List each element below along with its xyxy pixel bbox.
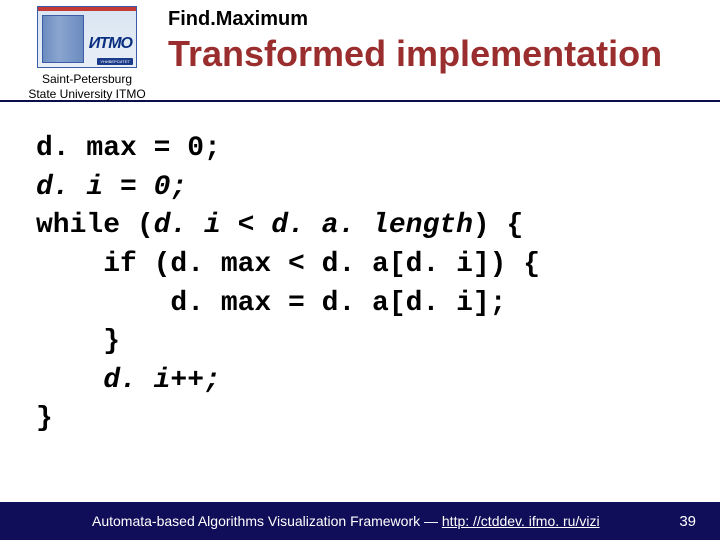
page-number: 39 <box>679 513 704 530</box>
section-label: Find.Maximum <box>168 8 720 31</box>
logo-caption-line1: Saint-Petersburg <box>28 72 145 87</box>
code-line-2: d. i = 0; <box>36 172 187 203</box>
code-line-8: } <box>36 403 53 434</box>
slide-footer: Automata-based Algorithms Visualization … <box>0 502 720 540</box>
code-line-5: d. max = d. a[d. i]; <box>36 288 506 319</box>
code-line-1: d. max = 0; <box>36 133 221 164</box>
code-line-3a: while ( <box>36 210 154 241</box>
itmo-logo: ИТМО УНИВЕРСИТЕТ <box>37 6 137 68</box>
code-line-4: if (d. max < d. a[d. i]) { <box>36 249 540 280</box>
logo-caption: Saint-Petersburg State University ITMO <box>28 72 145 102</box>
title-block: Find.Maximum Transformed implementation <box>166 6 720 73</box>
code-line-6: } <box>36 326 120 357</box>
logo-text-sub: УНИВЕРСИТЕТ <box>97 58 133 65</box>
footer-text: Automata-based Algorithms Visualization … <box>92 513 679 529</box>
page-title: Transformed implementation <box>168 35 720 73</box>
logo-text-main: ИТМО <box>89 35 132 53</box>
code-line-3c: ) { <box>473 210 523 241</box>
slide-header: ИТМО УНИВЕРСИТЕТ Saint-Petersburg State … <box>0 0 720 102</box>
code-block: d. max = 0; d. i = 0; while (d. i < d. a… <box>36 130 696 439</box>
footer-prefix: Automata-based Algorithms Visualization … <box>92 513 442 529</box>
slide-body: d. max = 0; d. i = 0; while (d. i < d. a… <box>0 102 720 439</box>
logo-section: ИТМО УНИВЕРСИТЕТ Saint-Petersburg State … <box>8 6 166 102</box>
code-line-3b: d. i < d. a. length <box>154 210 473 241</box>
logo-caption-line2: State University ITMO <box>28 87 145 102</box>
code-line-7: d. i++; <box>36 365 221 396</box>
footer-link[interactable]: http: //ctddev. ifmo. ru/vizi <box>442 513 600 529</box>
